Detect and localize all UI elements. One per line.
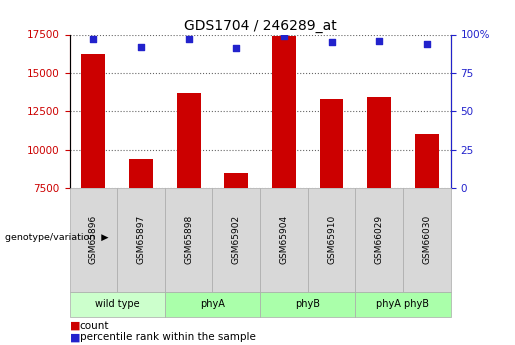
Bar	[165, 292, 260, 317]
Text: phyA: phyA	[200, 299, 225, 309]
Point	[89, 36, 97, 42]
Bar	[129, 159, 153, 188]
Text: GSM65910: GSM65910	[327, 215, 336, 264]
Bar	[272, 36, 296, 188]
Text: count: count	[80, 321, 109, 331]
Text: GSM66029: GSM66029	[375, 215, 384, 264]
Bar	[165, 188, 212, 292]
Text: phyA phyB: phyA phyB	[376, 299, 430, 309]
Point	[423, 41, 431, 47]
Text: GSM65898: GSM65898	[184, 215, 193, 264]
Point	[375, 38, 383, 43]
Bar	[355, 188, 403, 292]
Text: ■: ■	[70, 321, 83, 331]
Bar	[117, 188, 165, 292]
Point	[137, 44, 145, 50]
Bar	[70, 292, 165, 317]
Bar	[260, 292, 355, 317]
Text: GSM65904: GSM65904	[280, 215, 288, 264]
Bar	[403, 188, 451, 292]
Bar	[415, 134, 439, 188]
Bar	[355, 292, 451, 317]
Bar	[367, 97, 391, 188]
Text: GSM65902: GSM65902	[232, 215, 241, 264]
Bar	[307, 188, 355, 292]
Text: GSM65897: GSM65897	[136, 215, 145, 264]
Text: GSM65896: GSM65896	[89, 215, 98, 264]
Text: genotype/variation  ▶: genotype/variation ▶	[5, 233, 109, 242]
Text: phyB: phyB	[295, 299, 320, 309]
Text: GSM66030: GSM66030	[422, 215, 431, 264]
Bar	[81, 55, 105, 188]
Bar	[177, 93, 200, 188]
Title: GDS1704 / 246289_at: GDS1704 / 246289_at	[184, 19, 336, 33]
Bar	[260, 188, 308, 292]
Bar	[320, 99, 344, 188]
Text: ■: ■	[70, 333, 83, 342]
Point	[184, 36, 193, 42]
Bar	[225, 174, 248, 188]
Bar	[70, 188, 117, 292]
Point	[280, 33, 288, 39]
Text: percentile rank within the sample: percentile rank within the sample	[80, 333, 256, 342]
Bar	[212, 188, 260, 292]
Point	[232, 46, 241, 51]
Point	[328, 39, 336, 45]
Text: wild type: wild type	[95, 299, 140, 309]
